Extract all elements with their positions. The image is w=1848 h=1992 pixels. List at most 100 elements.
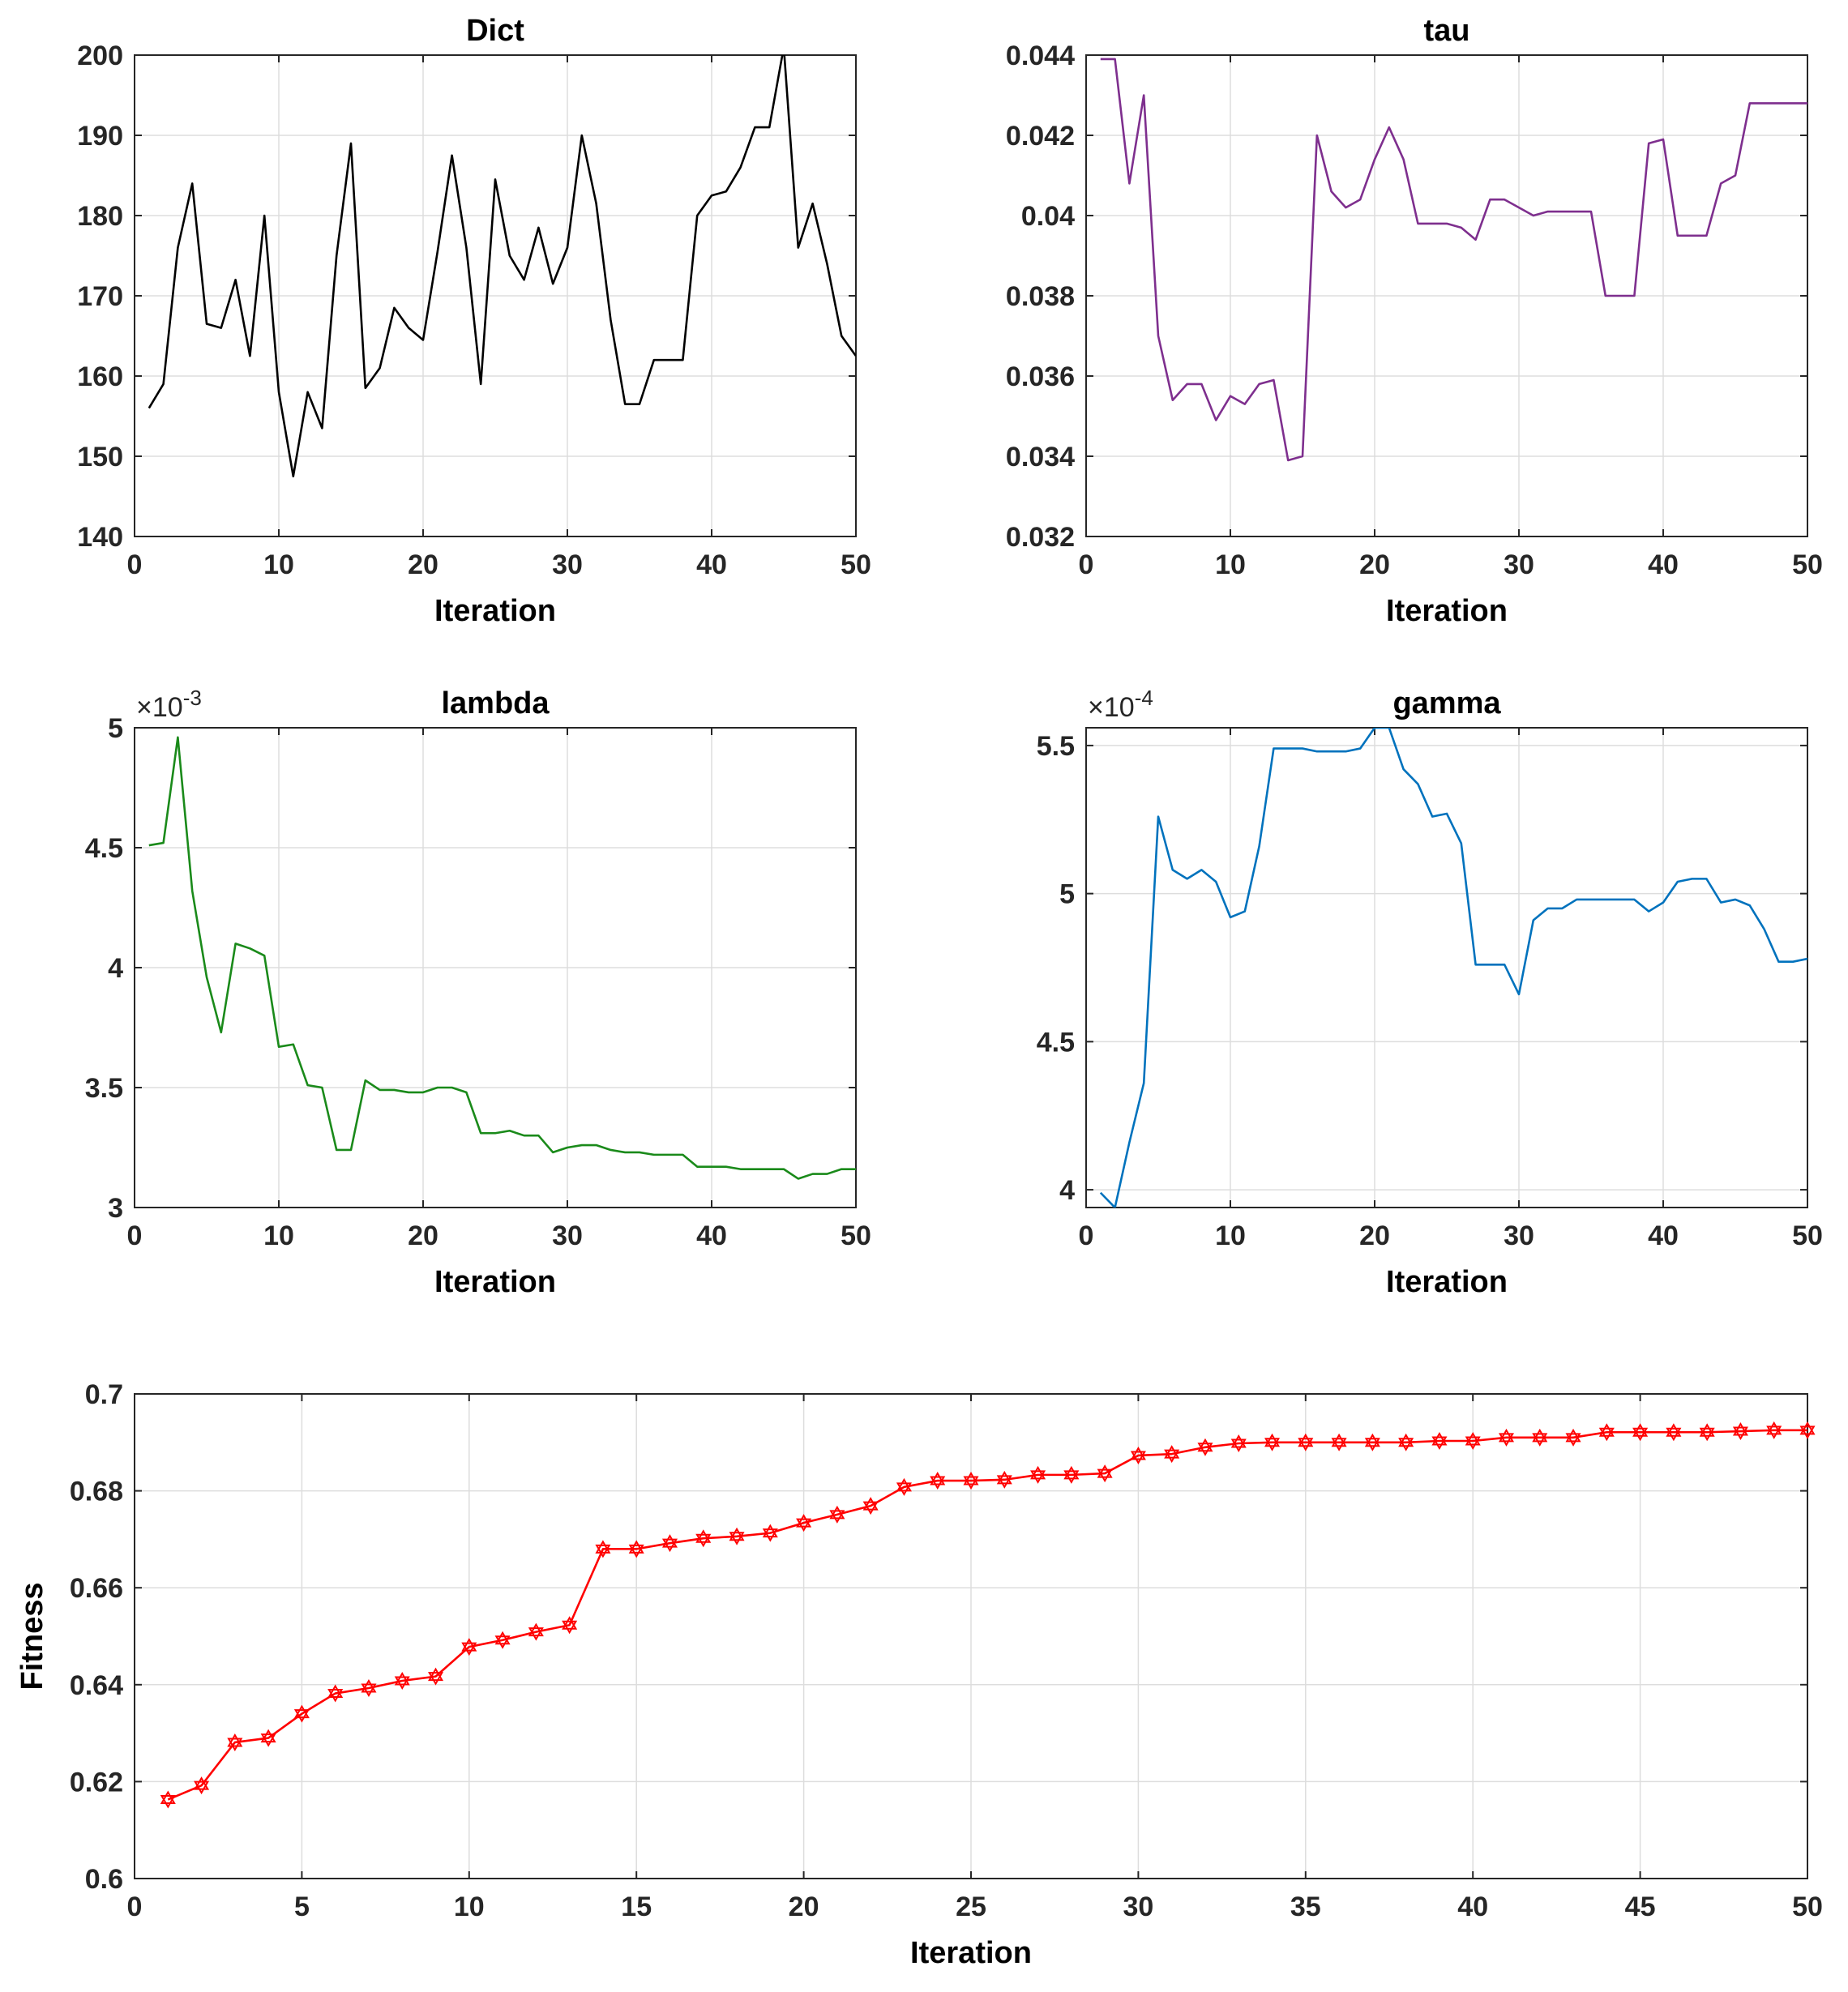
x-tick-label: 30 [552,1220,583,1251]
data-point-marker [1264,1433,1281,1451]
data-point-marker [1666,1423,1682,1442]
data-point-marker [562,1616,578,1635]
data-point-marker [1465,1432,1481,1451]
data-point-marker [461,1638,477,1656]
data-point-marker [1398,1433,1414,1451]
chart-panel-2: 0 10 20 30 40 50 0.032 0.034 0.036 0.038 0.04 0.042… [1006,14,1823,628]
data-point-marker [1732,1422,1748,1441]
y-tick-label: 3 [108,1193,123,1224]
x-tick-label: 35 [1290,1892,1321,1922]
x-axis-label: Iteration [434,594,556,628]
axis-multiplier-exponent: -4 [1135,686,1153,710]
y-tick-label: 200 [77,41,123,71]
plot-frame [1085,727,1808,1208]
y-tick-label: 4 [108,953,123,984]
data-point-marker [1699,1423,1715,1442]
x-tick-label: 0 [1079,549,1094,580]
data-point-marker [528,1622,544,1641]
data-point-marker [394,1672,410,1691]
y-tick-label: 160 [77,361,123,392]
x-tick-label: 50 [841,1220,871,1251]
y-tick-label: 5 [108,713,123,744]
chart-title: tau [1424,14,1470,48]
series-line [167,1429,1807,1801]
x-tick-label: 10 [263,1220,294,1251]
y-tick-label: 190 [77,121,123,152]
y-tick-label: 3.5 [85,1073,123,1104]
x-tick-label: 30 [552,549,583,580]
data-point-marker [729,1527,745,1545]
data-point-marker [1431,1432,1448,1451]
x-tick-label: 45 [1625,1892,1656,1922]
data-point-marker [661,1534,678,1553]
data-point-marker [762,1524,778,1542]
x-tick-label: 20 [408,549,438,580]
data-point-marker [862,1497,879,1515]
chart-panel-3: 0 10 20 30 40 50 3 3.5 4 4.5 5 lambda ×10-3 Iteration [85,686,871,1299]
data-point-marker [327,1684,344,1703]
x-tick-label: 0 [127,549,143,580]
x-tick-label: 20 [789,1892,819,1922]
data-point-marker [227,1733,243,1751]
x-axis-label: Iteration [434,1265,556,1299]
axis-multiplier: ×10-4 [1088,686,1153,723]
data-point-marker [361,1678,377,1697]
data-point-marker [1030,1465,1046,1484]
y-tick-label: 150 [77,442,123,472]
y-tick-label: 4.5 [85,833,123,864]
data-point-marker [427,1667,444,1686]
data-point-marker [1598,1423,1615,1442]
data-point-marker [829,1505,845,1524]
y-tick-label: 5 [1059,879,1075,910]
data-point-marker [595,1540,611,1558]
y-tick-label: 0.04 [1021,201,1075,232]
x-tick-label: 30 [1504,549,1534,580]
chart-title: lambda [441,686,550,720]
data-point-marker [1230,1434,1247,1453]
data-point-marker [1565,1428,1581,1447]
chart-title: gamma [1392,686,1501,720]
y-axis-label: Fitness [15,1582,49,1690]
data-point-marker [194,1776,210,1795]
y-tick-label: 0.7 [85,1379,123,1410]
y-tick-label: 0.032 [1006,522,1075,553]
series-line [148,736,856,1180]
data-point-marker [628,1540,644,1558]
data-point-marker [260,1729,276,1747]
data-point-marker [1364,1433,1380,1451]
series-line [1100,58,1807,462]
data-point-marker [494,1631,511,1649]
chart-panel-1: 0 10 20 30 40 50 140 150 160 170 180 190 200 Dict Iter… [77,14,871,628]
data-point-marker [796,1514,812,1532]
x-tick-label: 50 [1792,1220,1823,1251]
y-tick-label: 0.036 [1006,361,1075,392]
data-point-marker [1532,1428,1548,1447]
data-point-marker [930,1472,946,1490]
data-point-marker [1498,1428,1515,1447]
y-tick-label: 0.034 [1006,442,1075,472]
x-tick-label: 10 [263,549,294,580]
x-axis-label: Iteration [1386,1265,1508,1299]
y-tick-label: 170 [77,281,123,312]
x-tick-label: 10 [454,1892,485,1922]
x-axis-label: Iteration [910,1936,1032,1970]
x-tick-label: 40 [1457,1892,1488,1922]
chart-panel-5: 0 5 10 15 20 25 30 35 40 45 50 0.6 0.62 0.64 0.66 0.68 0… [15,1379,1823,1970]
data-point-marker [963,1472,979,1490]
x-tick-label: 10 [1215,549,1246,580]
x-tick-label: 20 [408,1220,438,1251]
y-tick-label: 0.66 [70,1573,123,1604]
data-point-marker [695,1529,712,1548]
y-tick-label: 0.038 [1006,281,1075,312]
data-point-marker [896,1477,912,1496]
data-point-marker [1197,1438,1213,1456]
y-tick-label: 0.62 [70,1767,123,1798]
x-tick-label: 0 [127,1892,143,1922]
y-tick-label: 0.6 [85,1864,123,1895]
x-tick-label: 0 [1079,1220,1094,1251]
y-tick-label: 5.5 [1037,731,1075,762]
x-axis-label: Iteration [1386,594,1508,628]
axis-multiplier: ×10-3 [136,686,202,723]
data-point-marker [293,1704,310,1723]
